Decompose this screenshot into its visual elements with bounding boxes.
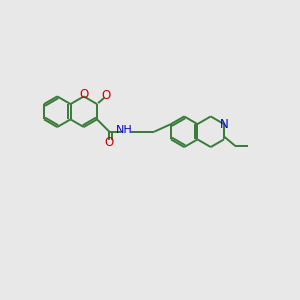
Text: O: O — [105, 136, 114, 149]
Text: O: O — [102, 89, 111, 102]
Text: NH: NH — [116, 125, 133, 135]
Text: O: O — [79, 88, 88, 100]
Text: N: N — [220, 118, 228, 130]
